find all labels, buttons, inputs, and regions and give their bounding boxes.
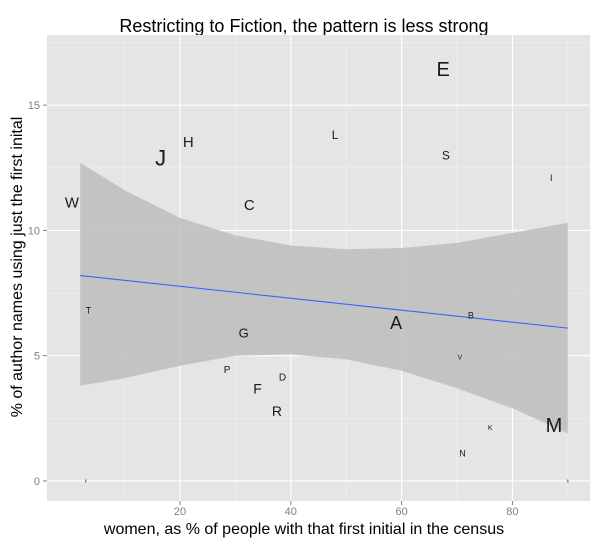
y-tick-label: 0	[34, 476, 40, 488]
point-label-g: G	[239, 326, 249, 341]
point-label-w: W	[65, 194, 80, 211]
x-tick-label: 20	[174, 506, 186, 518]
point-label-b: B	[468, 311, 474, 321]
point-label-t: T	[86, 306, 92, 316]
x-axis-ticks: 20 40 60 80	[174, 501, 519, 518]
chart-title: Restricting to Fiction, the pattern is l…	[119, 16, 488, 36]
point-label-n: N	[459, 448, 466, 458]
point-label-a: A	[390, 313, 402, 333]
y-tick-label: 10	[28, 225, 40, 237]
y-axis-title: % of author names using just the first i…	[9, 117, 26, 418]
trend-line	[80, 274, 568, 329]
x-axis-title: women, as % of people with that first in…	[103, 521, 504, 538]
x-tick-label: 40	[285, 506, 297, 518]
point-label-d: D	[279, 373, 286, 384]
point-label-i: I	[550, 173, 553, 183]
x-tick-label: 60	[395, 506, 407, 518]
point-label-l: L	[332, 128, 339, 142]
point-label-f: F	[253, 380, 262, 396]
point-label-s: S	[442, 148, 450, 162]
point-label-r: R	[272, 403, 282, 419]
point-label-h: H	[183, 134, 194, 151]
point-label-c: C	[244, 197, 255, 214]
point-label-m: M	[546, 415, 563, 437]
x-tick-label: 80	[506, 506, 518, 518]
point-labels: E W JH L S C I T G A B V P D FR K M N	[65, 59, 569, 483]
point-label-e: E	[436, 59, 449, 81]
y-tick-label: 15	[28, 100, 40, 112]
confidence-band	[80, 162, 568, 434]
point-label-p: P	[224, 365, 231, 376]
point-label-k: K	[488, 425, 493, 432]
y-tick-label: 5	[34, 351, 40, 363]
point-label-j: J	[155, 145, 166, 170]
point-label-v: V	[457, 355, 462, 362]
y-axis-ticks: 0 5 10 15	[28, 100, 47, 488]
